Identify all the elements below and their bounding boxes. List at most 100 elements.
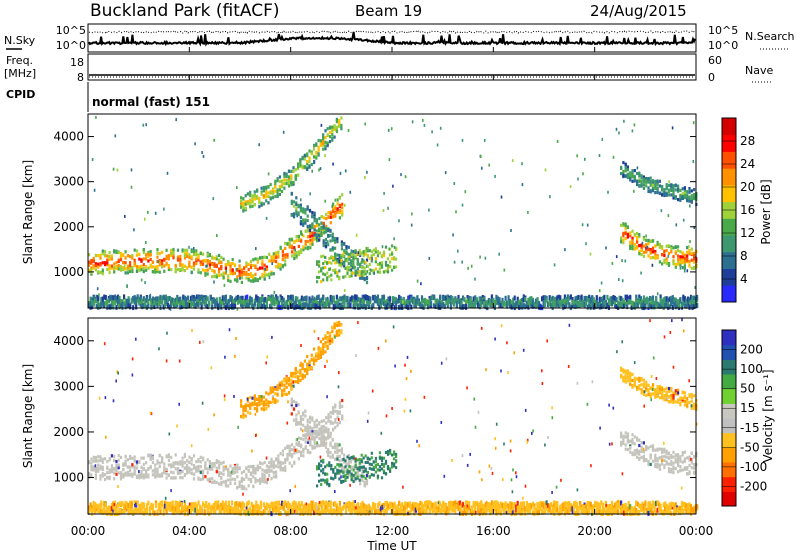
range-gate-cell <box>654 456 657 460</box>
range-gate-cell <box>626 168 629 172</box>
range-gate-cell <box>661 188 664 192</box>
range-gate-cell <box>306 159 309 164</box>
range-gate-cell <box>365 275 369 280</box>
range-gate-cell <box>108 267 111 271</box>
range-gate-cell <box>527 300 530 306</box>
range-gate-cell <box>97 455 100 459</box>
range-gate-cell <box>129 469 132 473</box>
range-gate-cell <box>171 300 174 306</box>
range-gate-cell <box>443 295 446 301</box>
range-gate-cell <box>254 257 257 261</box>
range-gate-cell <box>236 268 239 272</box>
range-gate-cell <box>331 325 334 329</box>
range-gate-cell <box>287 376 291 381</box>
range-gate-cell <box>318 227 321 231</box>
range-gate-cell <box>553 263 556 267</box>
range-gate-cell <box>326 344 329 348</box>
range-gate-cell <box>331 232 334 236</box>
range-gate-cell <box>683 190 686 194</box>
range-gate-cell <box>138 257 141 261</box>
range-gate-cell <box>405 299 408 305</box>
range-gate-cell <box>220 304 223 310</box>
range-gate-cell <box>324 147 327 151</box>
range-gate-cell <box>140 475 143 479</box>
range-gate-cell <box>243 272 246 276</box>
range-gate-cell <box>252 485 255 489</box>
range-gate-cell <box>656 188 659 192</box>
range-gate-cell <box>176 297 179 303</box>
range-gate-cell <box>317 294 320 300</box>
range-gate-cell <box>347 473 350 477</box>
range-gate-cell <box>677 258 680 262</box>
range-gate-cell <box>302 219 305 223</box>
range-gate-cell <box>290 238 294 242</box>
range-gate-cell <box>165 254 168 258</box>
range-gate-cell <box>328 135 332 139</box>
range-gate-cell <box>354 250 357 254</box>
range-gate-cell <box>340 449 343 453</box>
range-gate-cell <box>623 119 625 123</box>
range-gate-cell <box>347 459 350 463</box>
range-gate-cell <box>238 484 241 489</box>
range-gate-cell <box>265 192 268 196</box>
range-gate-cell <box>297 299 300 305</box>
range-gate-cell <box>336 198 339 202</box>
range-gate-cell <box>154 467 157 471</box>
range-gate-cell <box>642 378 645 382</box>
range-gate-cell <box>202 262 205 266</box>
range-gate-cell <box>135 474 139 478</box>
range-gate-cell <box>627 299 630 305</box>
range-gate-cell <box>589 298 592 304</box>
range-gate-cell <box>382 301 386 307</box>
range-gate-cell <box>332 258 335 262</box>
range-gate-cell <box>241 295 244 301</box>
range-gate-cell <box>553 300 556 306</box>
range-gate-cell <box>287 184 291 188</box>
range-gate-cell <box>665 461 668 466</box>
range-gate-cell <box>629 294 632 300</box>
range-gate-cell <box>104 457 107 461</box>
range-gate-cell <box>618 131 620 135</box>
range-gate-cell <box>626 225 629 229</box>
range-gate-cell <box>338 411 341 415</box>
range-gate-cell <box>374 267 377 271</box>
freq-tick-top: 18 <box>70 56 84 69</box>
range-gate-cell <box>297 441 300 445</box>
range-gate-cell <box>690 266 693 270</box>
range-gate-cell <box>364 270 367 273</box>
range-gate-cell <box>181 476 184 480</box>
range-gate-cell <box>310 162 313 167</box>
range-gate-cell <box>281 299 284 305</box>
range-gate-cell <box>116 299 120 305</box>
range-gate-cell <box>131 270 134 274</box>
range-gate-cell <box>154 270 157 274</box>
range-gate-cell <box>253 194 256 198</box>
range-gate-cell <box>252 465 255 469</box>
range-gate-cell <box>227 473 230 477</box>
range-gate-cell <box>302 221 305 225</box>
range-gate-cell <box>693 260 696 264</box>
range-gate-cell <box>674 245 677 249</box>
range-gate-cell <box>605 246 607 250</box>
range-gate-cell <box>145 461 148 465</box>
range-gate-cell <box>252 475 255 479</box>
range-gate-cell <box>227 274 230 278</box>
range-gate-cell <box>166 171 169 175</box>
range-gate-cell <box>274 179 277 183</box>
range-gate-cell <box>693 455 696 459</box>
range-gate-cell <box>636 246 639 250</box>
range-gate-cell <box>241 299 244 305</box>
range-gate-cell <box>300 295 303 301</box>
range-gate-cell <box>688 297 691 303</box>
range-gate-cell <box>265 398 268 402</box>
range-gate-cell <box>325 302 328 308</box>
range-gate-cell <box>233 297 237 303</box>
range-gate-cell <box>92 295 95 301</box>
range-gate-cell <box>686 198 689 202</box>
range-gate-cell <box>224 482 227 486</box>
range-gate-cell <box>153 304 156 310</box>
range-gate-cell <box>301 373 304 377</box>
range-gate-cell <box>92 266 95 270</box>
range-gate-cell <box>308 156 311 160</box>
